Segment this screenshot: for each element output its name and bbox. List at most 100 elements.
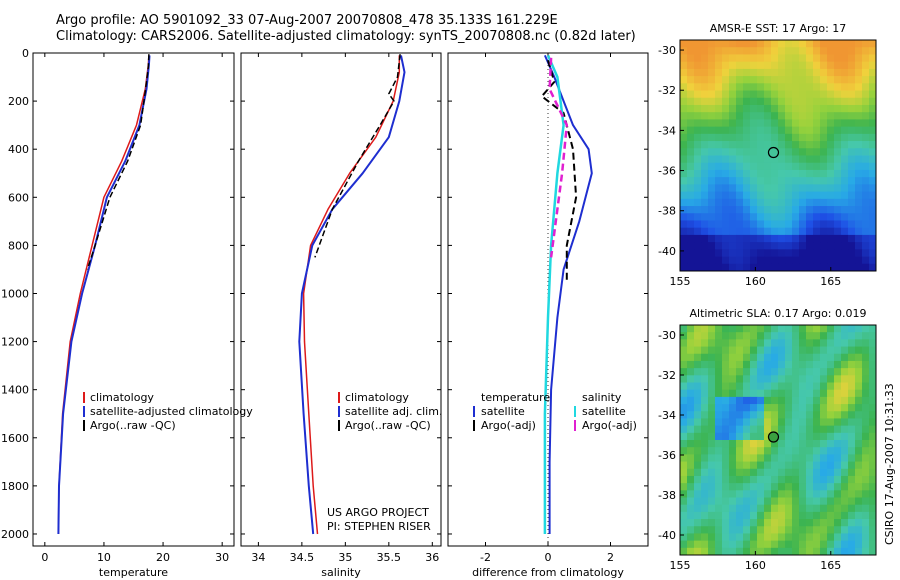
map-cell [694, 440, 702, 448]
map-cell [771, 425, 779, 434]
map-cell [869, 389, 877, 398]
map-cell [750, 263, 758, 272]
map-cell [750, 220, 758, 229]
map-cell [785, 177, 793, 185]
map-cell [680, 198, 688, 207]
map-cell [778, 504, 786, 513]
map-cell [680, 148, 688, 156]
map-cell [848, 148, 856, 156]
map-cell [687, 418, 695, 427]
map-cell [680, 220, 688, 229]
map-cell [750, 40, 758, 48]
x-tick-label: -2 [480, 551, 491, 564]
map-cell [715, 256, 723, 265]
map-cell [750, 360, 758, 369]
map-cell [813, 184, 821, 192]
map-cell [841, 256, 849, 265]
map-cell [743, 519, 751, 527]
map-cell [813, 148, 821, 156]
map-cell [869, 368, 877, 376]
map-cell [862, 220, 870, 229]
map-cell [722, 126, 730, 135]
map-cell [792, 90, 800, 99]
map-cell [848, 220, 856, 229]
map-cell [841, 353, 849, 362]
map-cell [680, 440, 688, 448]
y-tick-label: 0 [22, 47, 29, 60]
map-cell [722, 504, 730, 513]
map-cell [743, 133, 751, 142]
map-cell [743, 483, 751, 491]
map-cell [848, 547, 856, 556]
map-cell [841, 213, 849, 221]
map-cell [715, 249, 723, 257]
map-cell [771, 198, 779, 207]
map-cell [862, 332, 870, 340]
map-cell [806, 504, 814, 513]
map-cell [862, 184, 870, 192]
map-cell [694, 382, 702, 391]
map-cell [743, 141, 751, 149]
map-cell [708, 191, 716, 200]
map-cell [729, 346, 737, 355]
map-cell [687, 382, 695, 391]
map-cell [736, 468, 744, 477]
map-cell [757, 418, 765, 427]
map-cell [806, 418, 814, 427]
map-cell [722, 227, 730, 236]
map-cell [785, 425, 793, 434]
map-cell [841, 396, 849, 405]
map-cell [771, 461, 779, 470]
map-cell [764, 547, 772, 556]
map-cell [799, 447, 807, 455]
map-cell [764, 133, 772, 142]
map-cell [862, 191, 870, 200]
map-cell [694, 468, 702, 477]
map-cell [862, 206, 870, 214]
map-cell [729, 198, 737, 207]
map-cell [764, 533, 772, 542]
map-cell [785, 368, 793, 376]
map-cell [729, 454, 737, 462]
map-cell [827, 242, 835, 250]
map-cell [827, 54, 835, 63]
map-cell [855, 490, 863, 498]
map-cell [736, 198, 744, 207]
map-cell [701, 332, 709, 340]
map-cell [792, 490, 800, 498]
map-cell [701, 547, 709, 556]
map-cell [806, 148, 814, 156]
map-cell [771, 440, 779, 448]
map-cell [799, 155, 807, 164]
map-cell [841, 206, 849, 214]
map-cell [743, 540, 751, 549]
map-cell [722, 40, 730, 48]
map-cell [743, 177, 751, 185]
map-cell [869, 68, 877, 77]
map-cell [701, 440, 709, 448]
map-cell [785, 375, 793, 383]
map-cell [862, 360, 870, 369]
pi-label: PI: STEPHEN RISER [327, 520, 431, 533]
map-cell [708, 220, 716, 229]
map-cell [715, 375, 723, 383]
map-cell [813, 177, 821, 185]
map-cell [715, 526, 723, 534]
map-cell [701, 360, 709, 369]
map-cell [701, 234, 709, 243]
map-cell [715, 242, 723, 250]
map-cell [743, 83, 751, 91]
map-cell [701, 104, 709, 113]
map-cell [715, 454, 723, 462]
map-cell [785, 339, 793, 347]
map-cell [729, 47, 737, 55]
map-cell [834, 249, 842, 257]
map-cell [687, 112, 695, 120]
map-cell [708, 54, 716, 63]
map-cell [869, 61, 877, 70]
map-cell [869, 220, 877, 229]
map-cell [827, 325, 835, 333]
map-cell [834, 353, 842, 362]
map-cell [862, 432, 870, 441]
